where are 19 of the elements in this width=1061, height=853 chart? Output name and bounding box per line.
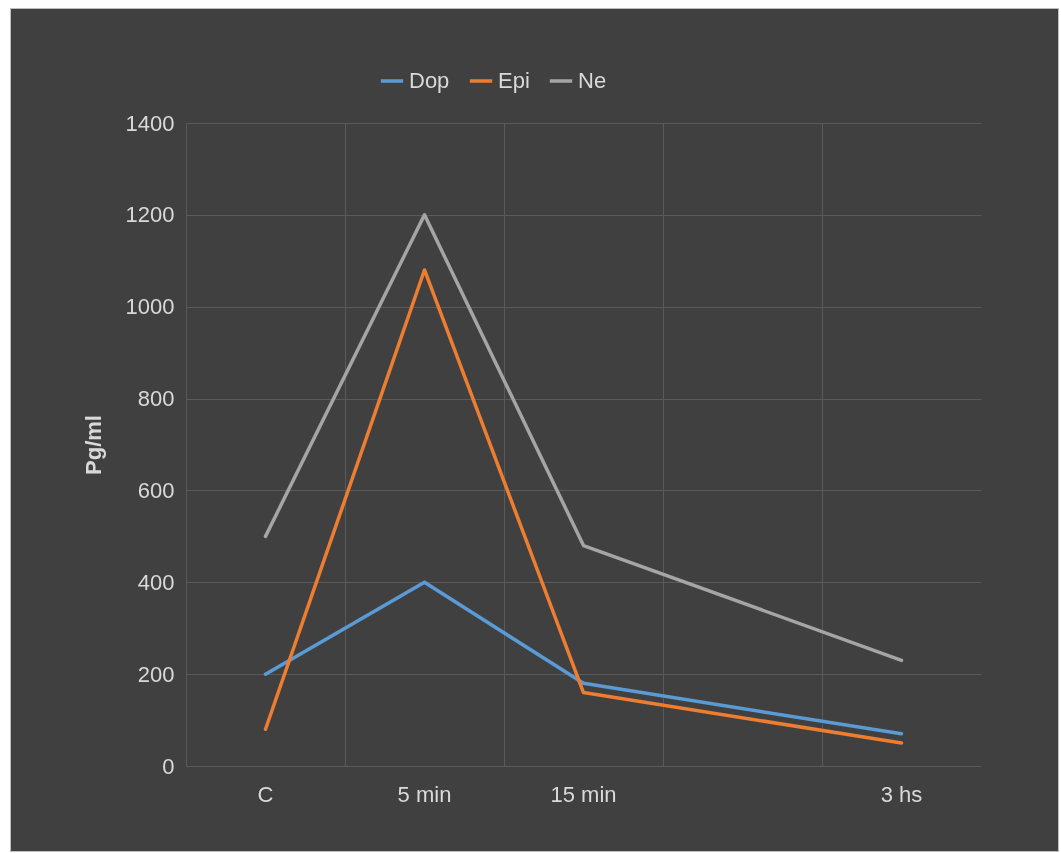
y-tick-label: 800 — [137, 386, 175, 412]
legend-label: Ne — [578, 68, 607, 93]
y-tick-label: 1000 — [125, 294, 175, 320]
y-tick-label: 1200 — [125, 202, 175, 228]
line-series — [263, 213, 904, 663]
y-tick-label: 200 — [137, 661, 175, 687]
y-tick-label: 0 — [162, 753, 175, 779]
line-series — [263, 268, 904, 745]
y-tick-label: 400 — [137, 569, 175, 595]
legend-label: Dop — [409, 68, 450, 93]
legend-label: Epi — [498, 68, 530, 93]
line-series — [263, 580, 904, 736]
y-axis-title: Pg/ml — [80, 415, 106, 475]
y-tick-label: 1400 — [125, 110, 175, 136]
y-tick-label: 600 — [137, 477, 175, 503]
x-tick-label: 5 min — [397, 781, 452, 807]
x-tick-label: 3 hs — [880, 781, 923, 807]
x-tick-label: 15 min — [550, 781, 617, 807]
x-tick-label: C — [257, 781, 274, 807]
